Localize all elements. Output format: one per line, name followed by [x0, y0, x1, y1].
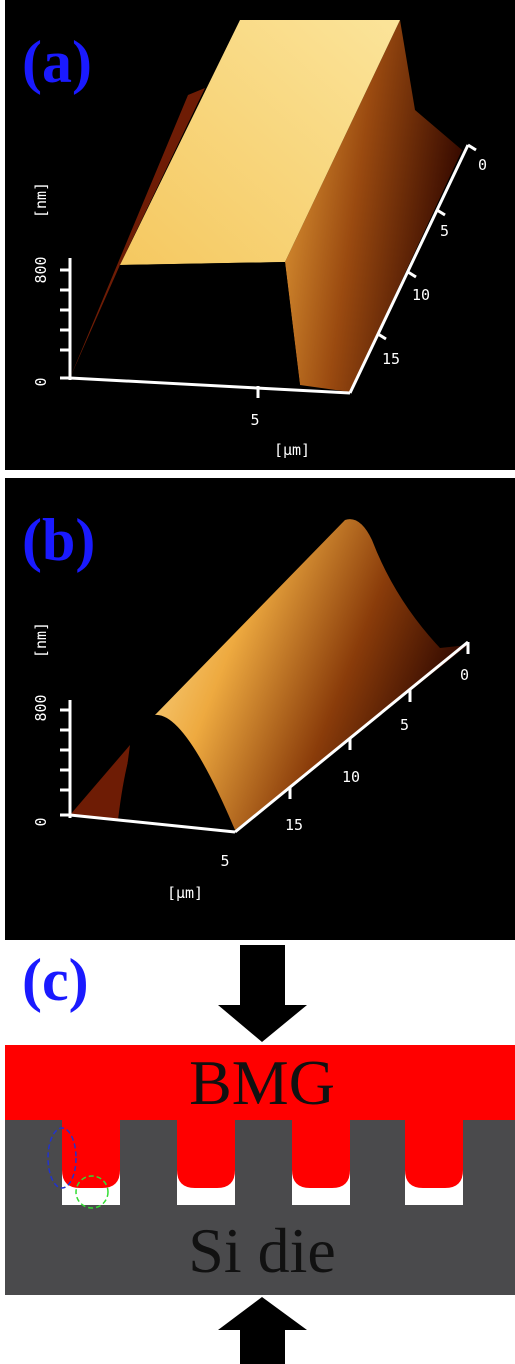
si-label: Si die — [188, 1215, 336, 1286]
panel-label: (c) — [22, 947, 89, 1013]
z-tick: 0 — [32, 817, 50, 826]
y-tick: 0 — [460, 666, 469, 684]
x-tick: 5 — [250, 411, 259, 429]
arrow-up — [218, 1297, 307, 1364]
x-tick: 5 — [220, 852, 229, 870]
panel-label: (b) — [22, 507, 95, 573]
finger — [405, 1110, 463, 1188]
finger — [177, 1110, 235, 1188]
y-tick: 10 — [342, 768, 360, 786]
z-tick: 800 — [32, 256, 50, 283]
y-tick: 10 — [412, 286, 430, 304]
z-tick: 800 — [32, 694, 50, 721]
x-unit: [µm] — [167, 884, 203, 902]
figure: (a) [nm] 800 0 5 [µm] 0 5 10 15 (b) [nm]… — [0, 0, 515, 1364]
panel-a: (a) [nm] 800 0 5 [µm] 0 5 10 15 — [5, 0, 515, 470]
panel-b: (b) [nm] 800 0 5 [µm] 0 5 10 15 — [5, 478, 515, 940]
finger — [292, 1110, 350, 1188]
bmg-label: BMG — [189, 1047, 335, 1118]
z-tick: 0 — [32, 377, 50, 386]
y-tick: 15 — [285, 816, 303, 834]
y-tick: 5 — [400, 716, 409, 734]
arrow-down — [218, 945, 307, 1042]
panel-label: (a) — [22, 29, 92, 95]
y-tick: 0 — [478, 156, 487, 174]
x-unit: [µm] — [274, 441, 310, 459]
y-tick: 15 — [382, 350, 400, 368]
panel-c: (c) BMG Si die — [5, 945, 515, 1364]
z-unit: [nm] — [32, 622, 50, 658]
z-unit: [nm] — [32, 182, 50, 218]
y-tick: 5 — [440, 222, 449, 240]
